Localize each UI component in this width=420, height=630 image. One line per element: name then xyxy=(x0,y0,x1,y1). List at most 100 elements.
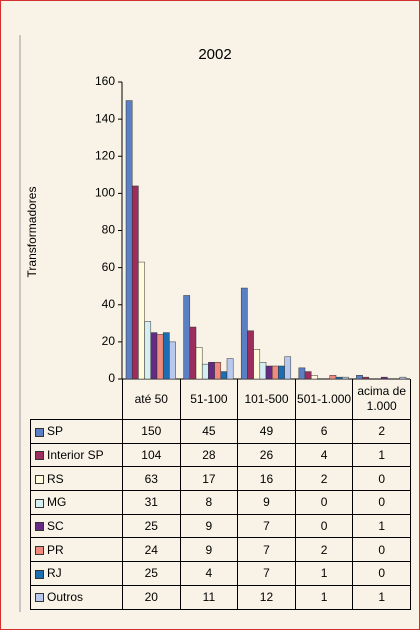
value-cell: 4 xyxy=(179,561,239,586)
category-label: 501-1.000 xyxy=(294,379,354,420)
legend-swatch xyxy=(35,569,44,579)
value-cell: 7 xyxy=(237,537,296,563)
value-cell: 1 xyxy=(352,584,411,610)
value-cell: 6 xyxy=(294,419,354,444)
bar xyxy=(265,365,273,380)
value-cell: 2 xyxy=(294,466,354,492)
bar xyxy=(341,376,349,380)
series-row: Interior SP 104 28 26 4 1 xyxy=(30,442,411,468)
bar xyxy=(380,376,388,380)
legend-label: RJ xyxy=(47,566,62,581)
bar xyxy=(278,365,285,380)
value-cell: 9 xyxy=(237,490,296,515)
legend-swatch xyxy=(35,498,44,508)
legend-label: Outros xyxy=(47,590,84,605)
value-cell: 20 xyxy=(122,584,181,610)
bar xyxy=(247,330,254,380)
value-cell: 31 xyxy=(122,490,181,515)
bar xyxy=(189,326,197,380)
bar xyxy=(362,376,370,380)
bar xyxy=(150,332,158,380)
category-label: acima de 1.000 xyxy=(352,379,411,420)
series-row: SC 25 9 7 0 1 xyxy=(30,513,411,539)
value-cell: 1 xyxy=(352,442,411,468)
value-cell: 2 xyxy=(352,419,411,444)
series-row: PR 24 9 7 2 0 xyxy=(30,537,411,563)
value-cell: 28 xyxy=(179,442,239,468)
legend-swatch xyxy=(35,475,44,485)
value-cell: 0 xyxy=(352,561,411,586)
bar xyxy=(214,362,222,380)
value-cell: 63 xyxy=(122,466,181,492)
value-cell: 7 xyxy=(237,513,296,539)
y-axis-label: Transformadores xyxy=(25,187,39,278)
legend-swatch xyxy=(35,451,44,461)
y-tick-label: 160 xyxy=(95,74,115,88)
value-cell: 0 xyxy=(352,490,411,515)
value-cell: 2 xyxy=(294,537,354,563)
legend-swatch xyxy=(35,593,44,603)
legend-cell: RS xyxy=(30,466,123,492)
value-cell: 104 xyxy=(122,442,181,468)
value-cell: 0 xyxy=(352,466,411,492)
y-tick-label: 120 xyxy=(95,148,115,162)
y-tick-label: 80 xyxy=(102,223,116,237)
y-tick-label: 40 xyxy=(102,297,116,311)
y-tick-label: 20 xyxy=(102,334,116,348)
value-cell: 26 xyxy=(237,442,296,468)
bar xyxy=(259,362,267,380)
y-tick-label: 0 xyxy=(108,371,115,385)
value-cell: 25 xyxy=(122,513,181,539)
value-cell: 1 xyxy=(294,584,354,610)
legend-cell: MG xyxy=(30,490,123,515)
category-label: 101-500 xyxy=(237,379,296,420)
series-row: Outros 20 11 12 1 1 xyxy=(30,584,411,610)
legend-swatch xyxy=(35,546,44,556)
legend-cell: SC xyxy=(30,513,123,539)
bar xyxy=(304,371,312,380)
bar xyxy=(162,332,170,380)
value-cell: 9 xyxy=(179,537,239,563)
header-row: até 50 51-100 101-500 501-1.000 acima de 1.0… xyxy=(31,379,411,420)
category-label: 51-100 xyxy=(179,379,239,420)
bar xyxy=(399,376,407,380)
y-tick-label: 60 xyxy=(102,260,116,274)
legend-cell: PR xyxy=(30,537,123,563)
bar xyxy=(195,347,203,380)
bar xyxy=(183,295,191,380)
category-label: até 50 xyxy=(122,379,181,420)
legend-cell: SP xyxy=(30,419,123,444)
value-cell: 25 xyxy=(122,561,181,586)
value-cell: 45 xyxy=(179,419,239,444)
value-cell: 1 xyxy=(294,561,354,586)
value-cell: 17 xyxy=(179,466,239,492)
bar xyxy=(169,341,176,380)
value-cell: 8 xyxy=(179,490,239,515)
value-cell: 4 xyxy=(294,442,354,468)
bar xyxy=(201,363,209,380)
value-cell: 11 xyxy=(179,584,239,610)
legend-swatch xyxy=(35,427,44,437)
series-row: SP 150 45 49 6 2 xyxy=(30,419,411,444)
legend-label: RS xyxy=(47,471,64,486)
value-cell: 9 xyxy=(179,513,239,539)
series-row: RJ 25 4 7 1 0 xyxy=(30,561,411,586)
bar xyxy=(226,358,234,380)
legend-label: Interior SP xyxy=(47,448,104,463)
legend-label: SC xyxy=(47,519,64,534)
y-tick-label: 100 xyxy=(95,186,115,200)
value-cell: 0 xyxy=(352,537,411,563)
bar xyxy=(271,365,279,380)
bar xyxy=(253,349,261,380)
bar xyxy=(208,362,215,380)
y-tick-label: 140 xyxy=(95,111,115,125)
blank-cell xyxy=(31,379,123,420)
data-table: até 50 51-100 101-500 501-1.000 acima de 1.0… xyxy=(30,379,411,610)
legend-cell: Interior SP xyxy=(30,442,123,468)
value-cell: 12 xyxy=(237,584,296,610)
series-row: RS 63 17 16 2 0 xyxy=(30,466,411,492)
series-row: MG 31 8 9 0 0 xyxy=(30,490,411,515)
value-cell: 7 xyxy=(237,561,296,586)
